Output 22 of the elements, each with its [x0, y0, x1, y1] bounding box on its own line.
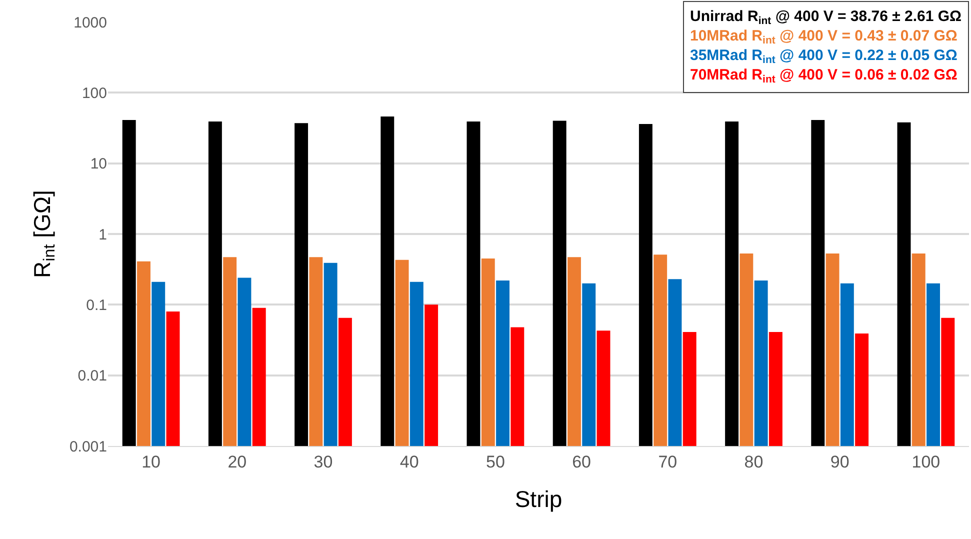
x-tick-label: 70 — [658, 452, 678, 472]
annotation: 70MRad R$_{int}$ @ 400 V = 0.06 ± 0.02 GΩ — [690, 66, 958, 86]
y-tick-label: 1000 — [74, 14, 107, 32]
y-tick-label: 10 — [90, 156, 107, 173]
annotation: 35MRad R$_{int}$ @ 400 V = 0.22 ± 0.05 GΩ — [690, 47, 958, 66]
x-tick-label: 80 — [744, 452, 764, 472]
x-tick-label: 50 — [486, 452, 505, 472]
y-tick-label: 0.001 — [69, 438, 107, 456]
annotation: 10MRad R$_{int}$ @ 400 V = 0.43 ± 0.07 GΩ — [690, 28, 958, 47]
x-axis-title: Strip — [514, 486, 562, 512]
x-tick-label: 30 — [314, 452, 333, 472]
x-tick-label: 40 — [400, 452, 419, 472]
x-tick-label: 60 — [572, 452, 592, 472]
x-tick-label: 20 — [228, 452, 247, 472]
y-tick-label: 0.1 — [86, 296, 107, 314]
y-tick-label: 1 — [98, 226, 107, 244]
annotation: Unirrad R$_{int}$ @ 400 V = 38.76 ± 2.61 GΩ — [690, 8, 962, 28]
y-tick-label: 0.01 — [78, 368, 107, 385]
x-tick-label: 90 — [830, 452, 850, 472]
y-tick-label: 100 — [82, 84, 107, 102]
x-tick-label: 100 — [912, 452, 940, 472]
x-tick-label: 10 — [142, 452, 161, 472]
